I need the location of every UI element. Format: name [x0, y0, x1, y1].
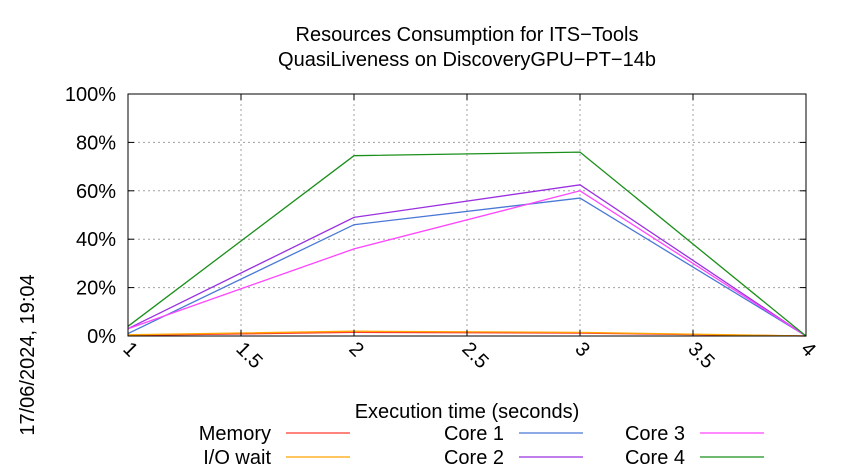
y-tick-label: 20%	[76, 278, 116, 300]
y-tick-label: 40%	[76, 229, 116, 251]
chart-title-line-2: QuasiLiveness on DiscoveryGPU−PT−14b	[278, 49, 656, 71]
series-line-core-2	[127, 184, 807, 337]
y-tick-label: 80%	[76, 132, 116, 154]
x-tick-label: 1	[118, 338, 141, 361]
legend-label-core-2: Core 2	[444, 447, 504, 469]
y-tick-label: 60%	[76, 181, 116, 203]
timestamp-label: 17/06/2024, 19:04	[17, 274, 39, 435]
series-line-core-4	[127, 151, 807, 337]
series-line-core-1	[127, 197, 807, 337]
series-line-core-3	[127, 190, 807, 337]
x-tick-label: 2	[344, 338, 367, 361]
x-tick-label: 4	[796, 338, 819, 361]
y-tick-label: 100%	[65, 84, 116, 106]
legend-label-i-o-wait: I/O wait	[203, 447, 271, 469]
x-tick-label: 3	[570, 338, 593, 361]
chart-title-line-1: Resources Consumption for ITS−Tools	[296, 24, 639, 46]
legend-label-core-1: Core 1	[444, 423, 504, 445]
y-tick-label: 0%	[87, 326, 116, 348]
grid	[128, 94, 806, 336]
x-tick-label: 3.5	[683, 338, 718, 373]
x-tick-label: 1.5	[231, 338, 266, 373]
legend-label-core-3: Core 3	[625, 423, 685, 445]
legend-label-memory: Memory	[199, 423, 271, 445]
x-tick-label: 2.5	[457, 338, 492, 373]
x-axis-label: Execution time (seconds)	[355, 401, 580, 423]
axis-ticks: 0% 20% 40% 60% 80% 100% 1 1.5 2 2.5 3 3.5 4	[65, 84, 820, 373]
legend-label-core-4: Core 4	[625, 447, 685, 469]
